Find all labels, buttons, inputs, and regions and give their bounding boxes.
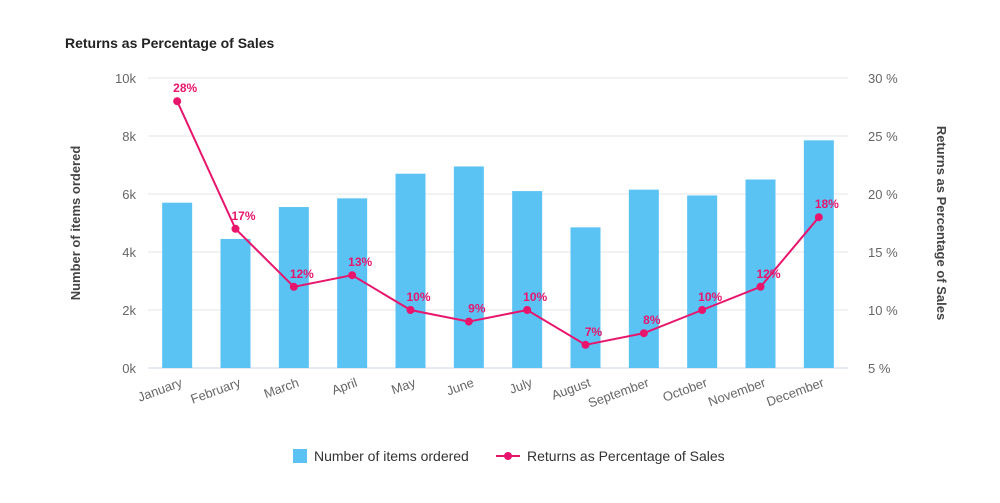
right-axis-title: Returns as Percentage of Sales — [934, 126, 949, 320]
x-tick-label: December — [764, 374, 826, 409]
bar[interactable] — [803, 140, 834, 368]
bar-series — [162, 140, 834, 368]
line-point[interactable] — [814, 213, 823, 222]
x-tick-label: March — [262, 375, 301, 401]
x-tick-label: February — [189, 375, 243, 407]
x-tick-label: April — [330, 375, 360, 398]
data-label: 18% — [815, 197, 839, 211]
legend-line-marker — [504, 452, 512, 460]
bar[interactable] — [220, 238, 251, 368]
data-label: 10% — [523, 290, 547, 304]
line-point[interactable] — [406, 306, 415, 314]
bar[interactable] — [628, 189, 659, 368]
line-point[interactable] — [756, 282, 765, 291]
legend-bar-swatch — [293, 449, 307, 463]
x-axis: January February March April May June July Augu… — [136, 374, 827, 410]
x-tick-label: January — [136, 375, 185, 405]
gridlines — [148, 77, 848, 369]
x-tick-label: May — [389, 375, 418, 398]
line-point[interactable] — [698, 306, 707, 314]
data-label: 12% — [290, 267, 314, 281]
right-axis: 5 % 10 % 15 % 20 % 25 % 30 % — [868, 71, 898, 376]
bar[interactable] — [162, 202, 193, 368]
line-point[interactable] — [523, 306, 532, 314]
chart-title: Returns as Percentage of Sales — [65, 35, 275, 51]
right-tick-label: 25 % — [868, 129, 898, 144]
legend[interactable]: Number of items ordered Returns as Perce… — [293, 448, 725, 464]
left-tick-label: 6k — [122, 187, 136, 202]
data-label: 9% — [468, 302, 486, 316]
x-tick-label: October — [661, 374, 710, 404]
right-tick-label: 30 % — [868, 71, 898, 86]
line-point[interactable] — [639, 329, 648, 338]
bar[interactable] — [453, 166, 484, 368]
x-tick-label: July — [507, 375, 534, 397]
bar[interactable] — [337, 198, 368, 368]
data-label: 7% — [585, 325, 603, 339]
data-label: 10% — [406, 290, 430, 304]
line-point[interactable] — [173, 97, 182, 106]
line-point[interactable] — [581, 340, 590, 349]
legend-bar-label: Number of items ordered — [314, 448, 469, 464]
data-label: 8% — [643, 313, 661, 327]
left-tick-label: 10k — [115, 71, 136, 86]
line-point[interactable] — [464, 317, 473, 326]
x-tick-label: November — [706, 374, 768, 409]
bar[interactable] — [395, 173, 426, 368]
legend-item-bars[interactable]: Number of items ordered — [293, 448, 469, 464]
data-label: 17% — [231, 209, 255, 223]
left-axis: 0k 2k 4k 6k 8k 10k — [115, 71, 136, 376]
right-tick-label: 5 % — [868, 361, 891, 376]
legend-item-line[interactable]: Returns as Percentage of Sales — [496, 448, 725, 464]
legend-line-label: Returns as Percentage of Sales — [527, 448, 725, 464]
line-point[interactable] — [348, 271, 357, 280]
left-tick-label: 0k — [122, 361, 136, 376]
left-tick-label: 4k — [122, 245, 136, 260]
data-label: 13% — [348, 255, 372, 269]
bar[interactable] — [512, 191, 543, 368]
x-tick-label: September — [586, 374, 652, 410]
data-label: 28% — [173, 81, 197, 95]
line-point[interactable] — [289, 282, 298, 291]
data-label: 12% — [756, 267, 780, 281]
right-tick-label: 20 % — [868, 187, 898, 202]
line-series: 28% 17% 12% 13% 10% 9% 10% 7% 8% 10% 12% 18% — [173, 81, 839, 349]
right-tick-label: 10 % — [868, 303, 898, 318]
data-label: 10% — [698, 290, 722, 304]
bar[interactable] — [687, 195, 718, 368]
right-tick-label: 15 % — [868, 245, 898, 260]
x-tick-label: June — [444, 375, 476, 399]
line-point[interactable] — [231, 224, 240, 233]
line-path — [176, 100, 820, 346]
left-axis-title: Number of items ordered — [68, 146, 83, 301]
left-tick-label: 2k — [122, 303, 136, 318]
left-tick-label: 8k — [122, 129, 136, 144]
